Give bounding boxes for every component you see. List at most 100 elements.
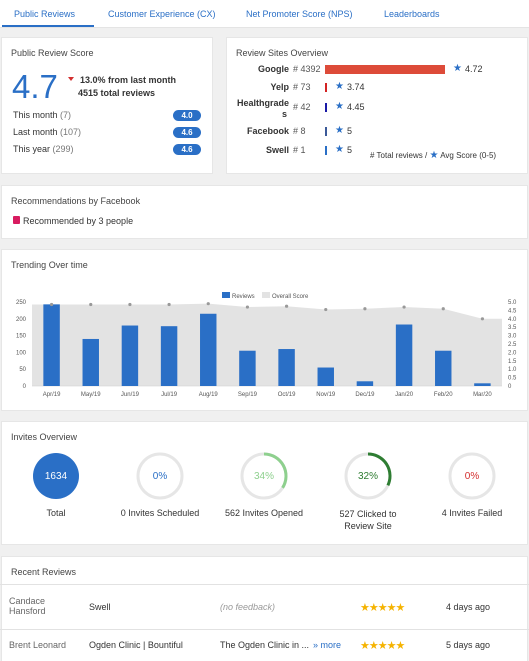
overall-score-point[interactable] — [441, 307, 445, 311]
card-title: Recent Reviews — [11, 567, 77, 577]
reviews-bar-Aug-19[interactable] — [200, 313, 217, 386]
site-avg-score: 5 — [347, 126, 353, 136]
overall-score-point[interactable] — [89, 302, 93, 307]
gauge-label: 527 Clicked to Review Site — [339, 509, 397, 531]
reviews-bar-Jan-20[interactable] — [395, 324, 413, 386]
recommendations-card: Recommendations by Facebook — [2, 186, 527, 238]
y-left-tick-label: 250 — [16, 300, 27, 306]
review-feedback: (no feedback) — [220, 602, 276, 612]
tab-customer-experience[interactable]: Customer Experience (CX) — [108, 9, 216, 19]
site-review-count: # 4392 — [293, 64, 321, 74]
site-review-count: # 8 — [293, 126, 306, 136]
trend-change: 13.0% from last month — [80, 75, 177, 85]
site-avg-score: 4.45 — [347, 102, 365, 112]
reviews-bar-Nov-19[interactable] — [317, 367, 334, 386]
gauge-value: 0% — [465, 471, 480, 482]
invites-gauges: 1634 0% 34% 32% 0% — [33, 452, 496, 500]
trend-down-icon — [68, 77, 74, 81]
overall-score-area — [32, 303, 502, 386]
y-right-tick-label: 2.5 — [508, 342, 517, 348]
invite-gauge[interactable]: 1634 — [33, 453, 79, 499]
site-review-bar — [325, 146, 327, 155]
y-left-tick-label: 150 — [16, 334, 27, 340]
legend-swatch-overall-score — [262, 292, 270, 298]
reviewer-name: Candace Hansford — [9, 596, 46, 616]
reviews-bar-May-19[interactable] — [82, 338, 99, 386]
y-right-tick-label: 1.0 — [508, 367, 517, 373]
active-tab-indicator — [2, 25, 94, 27]
row-divider — [0, 584, 529, 585]
gauge-value: 0% — [153, 471, 168, 482]
overall-score-point[interactable] — [206, 302, 210, 306]
period-this-year: This year (299) — [13, 144, 74, 154]
legend-swatch-reviews — [222, 292, 230, 298]
legend-label-reviews: Reviews — [232, 294, 255, 300]
invite-gauge[interactable]: 32% — [344, 452, 392, 500]
x-tick-label: Aug/19 — [199, 392, 219, 398]
score-badge: 4.0 — [173, 110, 201, 121]
card-title: Public Review Score — [11, 48, 94, 58]
overall-score-point[interactable] — [363, 307, 367, 311]
review-feedback: The Ogden Clinic in ... — [220, 640, 310, 650]
y-right-tick-label: 1.5 — [508, 359, 517, 365]
tab-bar: Public Reviews Customer Experience (CX) … — [0, 0, 529, 28]
x-tick-label: Sep/19 — [238, 392, 258, 398]
score-badge: 4.6 — [173, 127, 201, 138]
overall-score-point[interactable] — [480, 317, 485, 321]
rating-stars: ★★★★★ — [360, 640, 405, 652]
reviews-bar-Jul-19[interactable] — [160, 326, 178, 386]
overall-score-point[interactable] — [49, 302, 54, 307]
gauge-label: 0 Invites Scheduled — [120, 508, 200, 518]
invite-gauge[interactable]: 0% — [448, 452, 496, 500]
tab-public-reviews[interactable]: Public Reviews — [14, 9, 76, 19]
overall-score-point[interactable] — [284, 304, 289, 308]
rating-stars: ★★★★★ — [360, 602, 405, 614]
y-right-tick-label: 3.0 — [508, 334, 517, 340]
star-icon: ★ — [335, 144, 344, 155]
x-tick-label: Nov/19 — [316, 392, 336, 398]
invite-gauge[interactable]: 34% — [240, 452, 288, 500]
site-name: Facebook — [246, 126, 289, 136]
site-review-count: # 73 — [293, 82, 311, 92]
x-tick-label: Jun/19 — [121, 392, 140, 398]
reviews-bar-Apr-19[interactable] — [43, 304, 60, 386]
gauge-track — [136, 452, 184, 500]
period-this-month: This month (7) — [13, 110, 72, 120]
overall-score-point[interactable] — [402, 305, 406, 309]
x-tick-label: Feb/20 — [434, 392, 453, 398]
chevron-down-icon: » — [313, 640, 319, 650]
invite-gauge[interactable]: 0% — [136, 452, 184, 500]
legend-total-reviews: # Total reviews / — [370, 151, 428, 160]
reviews-bar-Dec-19[interactable] — [356, 381, 374, 386]
site-name: Yelp — [270, 82, 289, 92]
more-link[interactable]: » more — [313, 640, 342, 650]
reviews-bar-Feb-20[interactable] — [435, 350, 452, 386]
trending-chart: Reviews Overall Score 0 50 100 150 200 250 0 0.5 1… — [16, 292, 517, 398]
overall-score-point[interactable] — [324, 307, 328, 312]
y-right-tick-label: 4.5 — [508, 308, 517, 314]
overall-score-point[interactable] — [128, 302, 132, 307]
overall-score-point[interactable] — [245, 305, 250, 309]
x-tick-label: Dec/19 — [355, 392, 375, 398]
card-title: Invites Overview — [11, 432, 78, 442]
tab-net-promoter-score[interactable]: Net Promoter Score (NPS) — [246, 9, 353, 19]
legend-label-overall-score: Overall Score — [272, 294, 309, 300]
overall-score-point[interactable] — [167, 302, 171, 307]
reviews-bar-Sep-19[interactable] — [239, 350, 256, 386]
star-icon: ★ — [335, 125, 344, 136]
x-tick-label: Apr/19 — [43, 392, 61, 398]
recent-reviews-card: Recent Reviews — [2, 557, 527, 661]
site-name: Google — [258, 64, 289, 74]
reviews-bar-Jun-19[interactable] — [121, 325, 139, 386]
reviews-bar-Oct-19[interactable] — [278, 349, 295, 386]
y-right-tick-label: 0 — [508, 384, 512, 390]
site-avg-score: 5 — [347, 145, 353, 155]
site-review-bar — [325, 127, 327, 136]
site-review-bar — [325, 65, 445, 74]
trending-card: Trending Over time Reviews Overall Score 0… — [2, 250, 527, 410]
site-avg-score: 4.72 — [465, 64, 483, 74]
reviews-bar-Mar-20[interactable] — [474, 383, 491, 386]
tab-leaderboards[interactable]: Leaderboards — [384, 9, 440, 19]
x-tick-label: May/19 — [81, 392, 101, 398]
gauge-label: 562 Invites Opened — [224, 508, 304, 518]
